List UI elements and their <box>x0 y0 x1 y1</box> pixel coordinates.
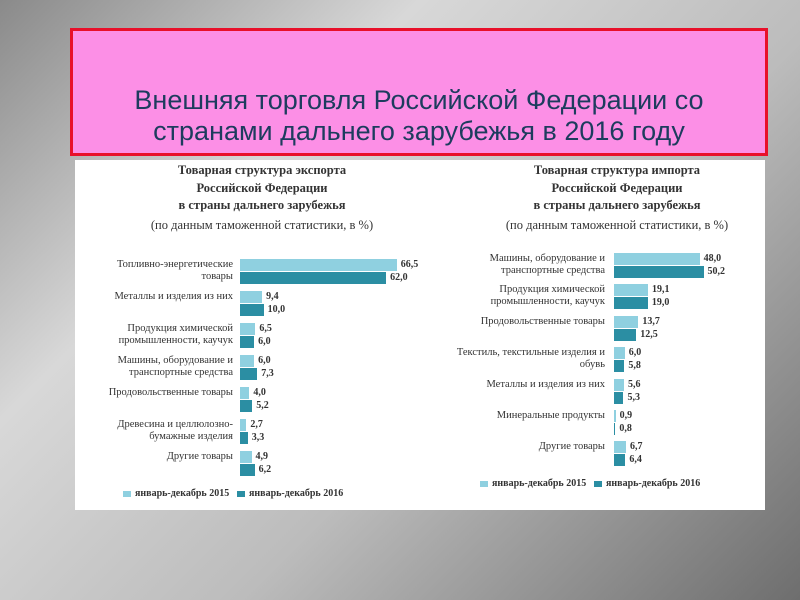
value-label: 10,0 <box>267 304 286 315</box>
slide-title: Внешняя торговля Российской Федерации со… <box>134 85 704 146</box>
bar <box>240 419 247 431</box>
value-label: 13,7 <box>642 315 660 327</box>
value-label: 2,7 <box>250 419 263 430</box>
category-label: Продовольственные товары <box>108 387 233 398</box>
bar <box>614 328 637 341</box>
bar <box>614 454 626 467</box>
value-label: 62,0 <box>390 272 408 283</box>
legend-swatch <box>480 481 488 487</box>
value-label: 6,2 <box>258 464 272 475</box>
value-label: 66,5 <box>400 259 419 270</box>
bar <box>240 451 252 463</box>
chart-subtitle: (по данным таможенной статистики, в %) <box>505 217 729 232</box>
legend-swatch <box>237 491 245 497</box>
bar <box>614 266 704 278</box>
value-label: 6,0 <box>628 347 642 359</box>
value-label: 0,9 <box>619 410 633 421</box>
chart-subtitle: (по данным таможенной статистики, в %) <box>150 217 374 232</box>
category-label: Машины, оборудование и транспортные сред… <box>489 253 605 276</box>
chart-title: в страны дальнего зарубежья <box>533 198 701 212</box>
legend-swatch <box>123 491 131 497</box>
bar <box>614 378 624 391</box>
category-label: Продукция химической промышленности, кау… <box>490 284 605 308</box>
bar <box>614 360 625 373</box>
bar <box>240 400 253 412</box>
category-label: Текстиль, текстильные изделия и обувь <box>456 347 605 371</box>
bar <box>240 432 248 444</box>
bar <box>614 391 624 404</box>
bar <box>614 297 648 310</box>
legend-label: январь-декабрь 2016 <box>249 488 344 499</box>
bar <box>240 272 387 284</box>
bar <box>240 336 255 348</box>
value-label: 9,4 <box>266 291 279 302</box>
value-label: 5,3 <box>627 391 640 403</box>
value-label: 7,3 <box>261 368 274 379</box>
bar <box>240 259 397 271</box>
value-label: 4,0 <box>253 387 266 398</box>
category-label: Продовольственные товары <box>480 315 605 327</box>
chart-title: Товарная структура экспорта <box>177 163 347 177</box>
category-label: Машины, оборудование и транспортные сред… <box>117 355 233 378</box>
legend-label: январь-декабрь 2015 <box>135 488 230 499</box>
value-label: 4,9 <box>255 451 269 462</box>
legend-swatch <box>594 481 602 487</box>
value-label: 6,0 <box>258 336 271 347</box>
bar <box>614 441 626 454</box>
value-label: 12,5 <box>640 328 658 340</box>
value-label: 0,8 <box>619 423 632 434</box>
category-label: Металлы и изделия из них <box>114 291 233 302</box>
legend-label: январь-декабрь 2016 <box>606 478 701 489</box>
category-label: Другие товары <box>538 441 605 453</box>
bar <box>614 253 700 265</box>
bar <box>614 410 616 422</box>
value-label: 19,0 <box>651 297 670 309</box>
chart-panel <box>75 160 765 510</box>
value-label: 6,5 <box>259 323 272 334</box>
bar <box>240 355 255 367</box>
value-label: 48,0 <box>703 253 722 264</box>
chart-title: Товарная структура импорта <box>533 163 701 177</box>
bar <box>240 304 264 316</box>
value-label: 50,2 <box>707 266 726 277</box>
value-label: 6,4 <box>629 454 642 466</box>
value-label: 3,3 <box>251 432 265 443</box>
category-label: Другие товары <box>166 451 233 462</box>
bar <box>240 323 256 335</box>
legend-label: январь-декабрь 2015 <box>492 478 587 489</box>
category-label: Топливно-энергетические товары <box>117 259 233 282</box>
value-label: 19,1 <box>652 284 670 296</box>
value-label: 5,6 <box>627 378 641 390</box>
chart-title: Российской Федерации <box>551 180 683 195</box>
bar <box>614 347 625 360</box>
bar <box>614 315 639 328</box>
bar <box>240 368 258 380</box>
bar <box>614 284 649 297</box>
value-label: 5,8 <box>628 360 641 372</box>
chart-title: в страны дальнего зарубежья <box>178 198 346 212</box>
category-label: Древесина и целлюлозно-бумажные изделия <box>117 419 233 442</box>
chart-title: Российской Федерации <box>196 180 328 195</box>
category-label: Продукция химической промышленности, кау… <box>118 323 233 346</box>
title-box: Внешняя торговля Российской Федерации со… <box>70 28 768 156</box>
bar <box>614 423 616 435</box>
bar <box>240 291 263 303</box>
category-label: Минеральные продукты <box>496 410 605 421</box>
value-label: 5,2 <box>256 400 269 411</box>
bar <box>240 464 255 476</box>
category-label: Металлы и изделия из них <box>486 378 605 390</box>
bar <box>240 387 250 399</box>
value-label: 6,7 <box>629 441 643 453</box>
value-label: 6,0 <box>258 355 271 366</box>
